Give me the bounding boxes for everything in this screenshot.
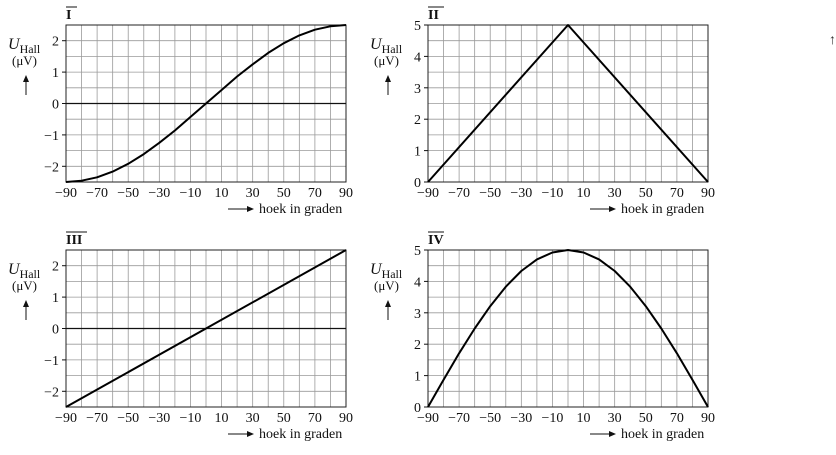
panel-label: II	[428, 8, 439, 23]
y-tick-label: 4	[414, 275, 421, 290]
x-tick-label: −50	[479, 411, 501, 426]
y-tick-label: 3	[414, 307, 421, 322]
x-tick-label: −70	[448, 186, 470, 201]
y-tick-label: 2	[52, 260, 59, 275]
x-axis-label: hoek in graden	[621, 427, 704, 442]
y-axis-unit: (μV)	[374, 278, 399, 293]
x-tick-label: −90	[55, 411, 77, 426]
x-tick-label: 90	[701, 186, 715, 201]
y-tick-label: 2	[52, 35, 59, 50]
y-tick-label: −2	[44, 385, 59, 400]
y-axis-unit: (μV)	[12, 53, 37, 68]
x-tick-label: 90	[339, 411, 353, 426]
y-tick-label: 4	[414, 50, 421, 65]
y-tick-label: 0	[52, 323, 59, 338]
panel-label: I	[66, 8, 71, 23]
x-tick-label: −50	[117, 186, 139, 201]
x-tick-label: 30	[246, 186, 260, 201]
y-tick-label: 5	[414, 244, 421, 259]
x-tick-label: −50	[479, 186, 501, 201]
y-tick-label: −2	[44, 160, 59, 175]
y-tick-label: 1	[52, 291, 59, 306]
x-tick-label: −70	[86, 411, 108, 426]
x-tick-label: −30	[510, 411, 532, 426]
x-axis-label: hoek in graden	[621, 202, 704, 217]
y-tick-label: 0	[414, 401, 421, 416]
x-tick-label: 70	[670, 186, 684, 201]
x-tick-label: −70	[86, 186, 108, 201]
x-tick-label: 50	[639, 186, 653, 201]
x-tick-label: −90	[417, 186, 439, 201]
x-tick-label: 90	[339, 186, 353, 201]
x-axis-arrowhead	[247, 431, 254, 437]
series-line	[65, 24, 347, 183]
y-tick-label: −1	[44, 354, 59, 369]
x-axis-arrowhead	[609, 431, 616, 437]
panel-label: IV	[428, 233, 444, 248]
y-axis-arrowhead	[23, 300, 29, 307]
y-tick-label: 5	[414, 19, 421, 34]
x-tick-label: 50	[277, 186, 291, 201]
x-tick-label: 70	[308, 411, 322, 426]
x-tick-label: 70	[670, 411, 684, 426]
panel-label: III	[66, 233, 82, 248]
y-tick-label: −1	[44, 129, 59, 144]
y-tick-label: 3	[414, 82, 421, 97]
x-tick-label: 30	[608, 411, 622, 426]
x-tick-label: −10	[179, 186, 201, 201]
x-tick-label: −30	[148, 411, 170, 426]
series-line	[65, 249, 347, 408]
x-tick-label: −10	[541, 186, 563, 201]
edge-arrow-mark: ↑	[829, 33, 836, 48]
x-tick-label: −10	[179, 411, 201, 426]
y-tick-label: 0	[52, 98, 59, 113]
x-tick-label: −30	[510, 186, 532, 201]
x-tick-label: 10	[215, 186, 229, 201]
x-tick-label: −50	[117, 411, 139, 426]
x-axis-label: hoek in graden	[259, 202, 342, 217]
x-tick-label: 30	[608, 186, 622, 201]
series-line	[427, 24, 709, 183]
x-tick-label: 10	[577, 411, 591, 426]
x-tick-label: 30	[246, 411, 260, 426]
y-tick-label: 0	[414, 176, 421, 191]
x-tick-label: 10	[577, 186, 591, 201]
x-tick-label: −70	[448, 411, 470, 426]
y-tick-label: 2	[414, 113, 421, 128]
y-axis-arrowhead	[385, 75, 391, 82]
x-tick-label: 10	[215, 411, 229, 426]
x-tick-label: 50	[639, 411, 653, 426]
x-tick-label: −30	[148, 186, 170, 201]
y-tick-label: 1	[52, 66, 59, 81]
x-tick-label: −10	[541, 411, 563, 426]
x-tick-label: 70	[308, 186, 322, 201]
y-tick-label: 1	[414, 370, 421, 385]
x-axis-arrowhead	[609, 206, 616, 212]
y-tick-label: 1	[414, 145, 421, 160]
x-tick-label: 90	[701, 411, 715, 426]
series-line	[427, 249, 709, 408]
y-axis-arrowhead	[385, 300, 391, 307]
x-axis-arrowhead	[247, 206, 254, 212]
y-tick-label: 2	[414, 338, 421, 353]
y-axis-arrowhead	[23, 75, 29, 82]
x-tick-label: −90	[417, 411, 439, 426]
y-axis-unit: (μV)	[12, 278, 37, 293]
x-tick-label: −90	[55, 186, 77, 201]
x-axis-label: hoek in graden	[259, 427, 342, 442]
y-axis-unit: (μV)	[374, 53, 399, 68]
x-tick-label: 50	[277, 411, 291, 426]
